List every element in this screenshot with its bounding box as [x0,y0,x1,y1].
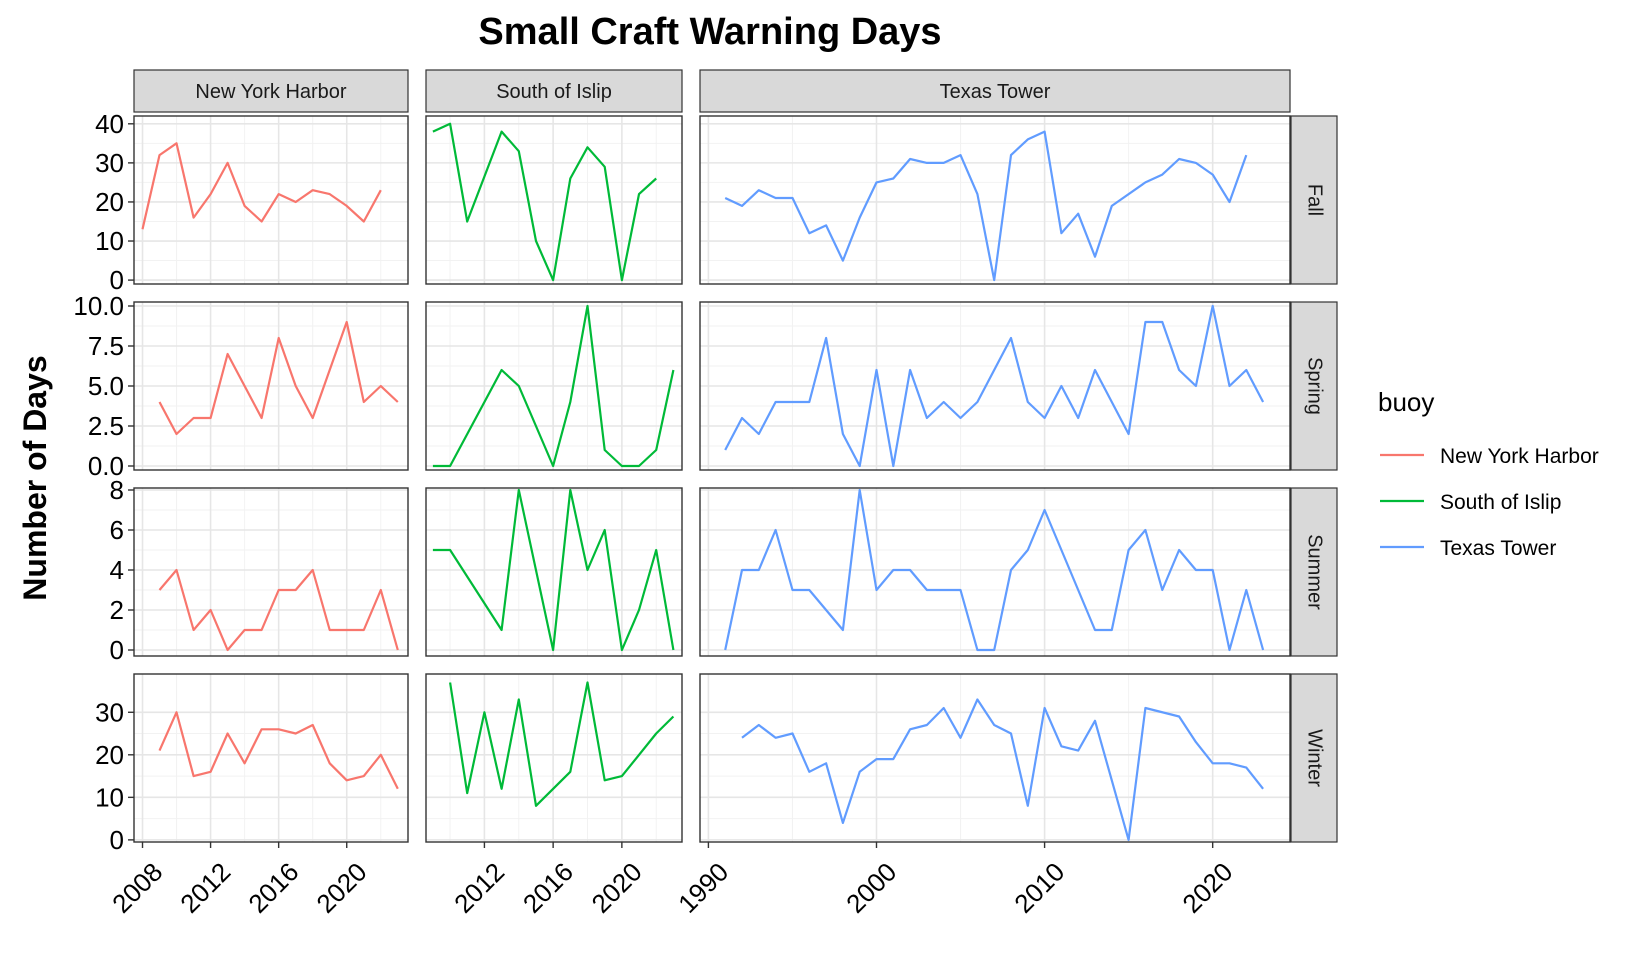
panel-background [426,488,682,656]
strip-spring [1290,301,1338,471]
y-tick-label: 2.5 [88,411,124,441]
y-tick-label: 20 [95,187,124,217]
x-tick-label: 2012 [448,857,510,919]
y-tick-label: 30 [95,148,124,178]
panel-texas-tower-winter: 1990 2000 2010 2020 [672,673,1291,919]
y-axis-label: Number of Days [17,355,53,600]
panel-border [425,673,683,843]
panel-texas-tower-summer [699,487,1291,657]
series-line-south-of-islip-fall [432,122,657,282]
x-tick-label: 1990 [672,857,734,919]
strip-label-spring: Spring [1304,357,1326,415]
panel-background [700,488,1290,656]
panels-layer: New York Harbor South of Islip Texas Tower… [73,69,1338,919]
panel-new-york-harbor-spring: 0.0 2.5 5.0 7.5 10.0 [73,291,409,481]
series-line-south-of-islip-spring [432,304,675,468]
strip-new-york-harbor [133,69,409,113]
series-line-south-of-islip-winter [449,681,675,807]
panel-south-of-islip-fall [425,115,683,285]
y-tick-label: 0 [110,265,124,295]
panel-border [699,673,1291,843]
strip-summer [1290,487,1338,657]
panel-background [426,674,682,842]
y-tick-label: 0.0 [88,451,124,481]
panel-border [699,487,1291,657]
y-tick-label: 6 [110,515,124,545]
series-line-texas-tower-winter [741,698,1264,842]
panel-new-york-harbor-summer: 0 2 4 6 8 [110,475,409,665]
panel-border [133,487,409,657]
legend-label-new-york-harbor: New York Harbor [1440,445,1599,468]
x-tick-label: 2008 [106,857,168,919]
series-line-new-york-harbor-spring [158,320,399,436]
legend-label-texas-tower: Texas Tower [1440,537,1556,560]
x-tick-label: 2020 [1176,857,1238,919]
x-tick-label: 2000 [840,857,902,919]
panel-background [134,674,408,842]
series-line-texas-tower-spring [724,304,1265,468]
panel-texas-tower-fall [699,115,1291,285]
y-tick-label: 4 [110,555,124,585]
chart-title: Small Craft Warning Days [478,11,941,53]
series-line-new-york-harbor-fall [141,142,382,230]
y-tick-label: 10.0 [73,291,124,321]
panel-new-york-harbor-winter: 0 10 20 30 2008 2012 2016 2020 [95,673,409,919]
strip-winter [1290,673,1338,843]
panel-background [134,488,408,656]
x-tick-label: 2012 [174,857,236,919]
y-tick-label: 10 [95,782,124,812]
y-tick-label: 40 [95,109,124,139]
panel-background [134,116,408,284]
strip-label-new-york-harbor: New York Harbor [195,81,347,103]
series-line-texas-tower-summer [724,488,1265,652]
series-line-texas-tower-fall [724,130,1248,282]
strip-texas-tower [699,69,1291,113]
strip-label-south-of-islip: South of Islip [496,81,612,103]
legend-title: buoy [1378,387,1434,417]
x-tick-label: 2016 [517,857,579,919]
strip-label-texas-tower: Texas Tower [940,81,1051,103]
x-tick-label: 2010 [1008,857,1070,919]
strip-label-fall: Fall [1304,184,1326,216]
legend-label-south-of-islip: South of Islip [1440,491,1561,514]
panel-border [425,301,683,471]
y-tick-label: 20 [95,740,124,770]
panel-new-york-harbor-fall: 0 10 20 30 40 [95,109,409,295]
panel-background [426,116,682,284]
x-tick-label: 2016 [242,857,304,919]
panel-border [425,487,683,657]
panel-south-of-islip-summer [425,487,683,657]
x-tick-label: 2020 [586,857,648,919]
y-tick-label: 8 [110,475,124,505]
strip-south-of-islip [425,69,683,113]
panel-background [700,674,1290,842]
y-tick-label: 5.0 [88,371,124,401]
series-line-south-of-islip-summer [432,488,675,652]
panel-south-of-islip-spring [425,301,683,471]
strip-label-winter: Winter [1304,729,1326,787]
panel-background [700,116,1290,284]
y-tick-label: 2 [110,595,124,625]
series-line-new-york-harbor-summer [158,568,399,652]
x-tick-label: 2020 [310,857,372,919]
series-line-new-york-harbor-winter [158,711,399,790]
panel-border [699,301,1291,471]
y-tick-label: 10 [95,226,124,256]
y-tick-label: 0 [110,825,124,855]
y-tick-label: 30 [95,697,124,727]
y-tick-label: 0 [110,635,124,665]
y-tick-label: 7.5 [88,331,124,361]
legend: buoy New York Harbor South of Islip Texas … [1378,387,1599,560]
panel-border [133,673,409,843]
strip-fall [1290,115,1338,285]
panel-border [699,115,1291,285]
panel-border [133,115,409,285]
panel-texas-tower-spring [699,301,1291,471]
panel-border [425,115,683,285]
strip-label-summer: Summer [1304,534,1326,610]
panel-south-of-islip-winter: 2012 2016 2020 [425,673,683,919]
